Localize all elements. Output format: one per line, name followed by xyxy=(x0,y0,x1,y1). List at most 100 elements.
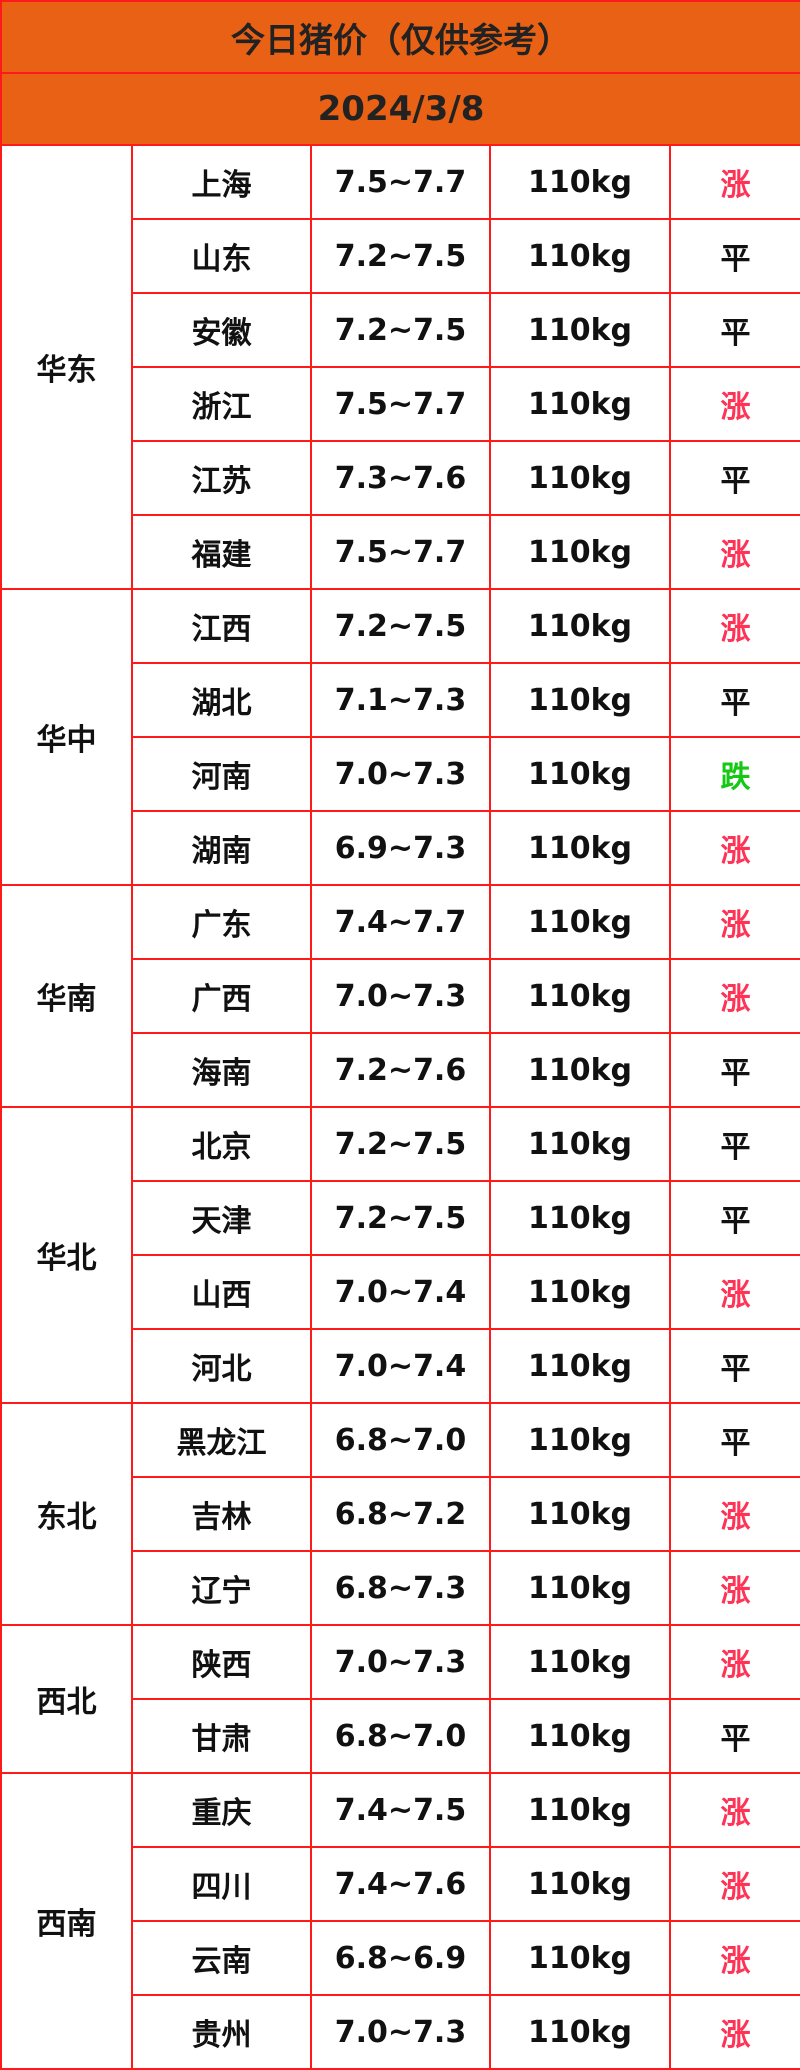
weight-cell: 110kg xyxy=(489,1328,671,1404)
trend-cell: 涨 xyxy=(668,588,800,664)
table-row: 福建 7.5~7.7 110kg 涨 xyxy=(1,514,800,590)
weight-cell: 110kg xyxy=(489,810,671,886)
region-cell: 华东 xyxy=(0,144,133,590)
price-cell: 7.0~7.3 xyxy=(310,1624,491,1700)
price-cell: 7.0~7.4 xyxy=(310,1328,491,1404)
province-cell: 甘肃 xyxy=(131,1698,312,1774)
province-cell: 上海 xyxy=(131,144,312,220)
weight-cell: 110kg xyxy=(489,1550,671,1626)
weight-cell: 110kg xyxy=(489,1032,671,1108)
table-row: 华中 江西 7.2~7.5 110kg 涨 xyxy=(0,588,800,886)
price-cell: 7.0~7.3 xyxy=(310,1994,491,2070)
trend-cell: 平 xyxy=(668,1032,800,1108)
table-row: 江苏 7.3~7.6 110kg 平 xyxy=(1,440,800,516)
table-row: 华北 北京 7.2~7.5 110kg 平 xyxy=(0,1106,800,1404)
price-cell: 7.0~7.3 xyxy=(310,736,491,812)
weight-cell: 110kg xyxy=(489,588,671,664)
region-cell: 华中 xyxy=(0,588,133,886)
price-cell: 7.2~7.5 xyxy=(310,292,491,368)
price-cell: 7.5~7.7 xyxy=(310,514,491,590)
trend-cell: 平 xyxy=(668,1180,800,1256)
province-cell: 福建 xyxy=(131,514,312,590)
region-cell: 华北 xyxy=(0,1106,133,1404)
price-cell: 7.4~7.7 xyxy=(310,884,491,960)
trend-cell: 涨 xyxy=(668,1994,800,2070)
weight-cell: 110kg xyxy=(489,1698,671,1774)
weight-cell: 110kg xyxy=(489,1994,671,2070)
weight-cell: 110kg xyxy=(489,218,671,294)
table-row: 甘肃 6.8~7.0 110kg 平 xyxy=(1,1698,800,1774)
province-cell: 天津 xyxy=(131,1180,312,1256)
trend-cell: 涨 xyxy=(668,1772,800,1848)
province-cell: 海南 xyxy=(131,1032,312,1108)
weight-cell: 110kg xyxy=(489,1476,671,1552)
table-date: 2024/3/8 xyxy=(0,72,800,146)
weight-cell: 110kg xyxy=(489,1846,671,1922)
table-row: 西南 重庆 7.4~7.5 110kg 涨 xyxy=(0,1772,800,2070)
price-cell: 6.9~7.3 xyxy=(310,810,491,886)
table-title: 今日猪价（仅供参考） xyxy=(0,0,800,74)
price-cell: 7.1~7.3 xyxy=(310,662,491,738)
table-row: 东北 黑龙江 6.8~7.0 110kg 平 xyxy=(0,1402,800,1626)
region-cell: 东北 xyxy=(0,1402,133,1626)
weight-cell: 110kg xyxy=(489,1772,671,1848)
trend-cell: 涨 xyxy=(668,1846,800,1922)
table-row: 四川 7.4~7.6 110kg 涨 xyxy=(1,1846,800,1922)
weight-cell: 110kg xyxy=(489,736,671,812)
province-cell: 山东 xyxy=(131,218,312,294)
province-cell: 浙江 xyxy=(131,366,312,442)
province-cell: 北京 xyxy=(131,1106,312,1182)
table-row: 湖南 6.9~7.3 110kg 涨 xyxy=(1,810,800,886)
trend-cell: 跌 xyxy=(668,736,800,812)
province-cell: 江苏 xyxy=(131,440,312,516)
trend-cell: 平 xyxy=(668,292,800,368)
table-row: 辽宁 6.8~7.3 110kg 涨 xyxy=(1,1550,800,1626)
trend-cell: 平 xyxy=(668,1698,800,1774)
table-row: 河南 7.0~7.3 110kg 跌 xyxy=(1,736,800,812)
table-row: 华东 上海 7.5~7.7 110kg 涨 xyxy=(0,144,800,590)
trend-cell: 涨 xyxy=(668,884,800,960)
price-cell: 7.4~7.5 xyxy=(310,1772,491,1848)
trend-cell: 平 xyxy=(668,218,800,294)
region-cell: 西南 xyxy=(0,1772,133,2070)
weight-cell: 110kg xyxy=(489,884,671,960)
province-cell: 河北 xyxy=(131,1328,312,1404)
weight-cell: 110kg xyxy=(489,1254,671,1330)
weight-cell: 110kg xyxy=(489,144,671,220)
table-row: 安徽 7.2~7.5 110kg 平 xyxy=(1,292,800,368)
price-cell: 6.8~7.3 xyxy=(310,1550,491,1626)
trend-cell: 平 xyxy=(668,662,800,738)
weight-cell: 110kg xyxy=(489,1920,671,1996)
price-cell: 6.8~6.9 xyxy=(310,1920,491,1996)
price-cell: 7.0~7.4 xyxy=(310,1254,491,1330)
province-cell: 黑龙江 xyxy=(131,1402,312,1478)
table-row: 广西 7.0~7.3 110kg 涨 xyxy=(1,958,800,1034)
province-cell: 吉林 xyxy=(131,1476,312,1552)
trend-cell: 涨 xyxy=(668,810,800,886)
price-cell: 7.2~7.5 xyxy=(310,218,491,294)
weight-cell: 110kg xyxy=(489,514,671,590)
table-row: 天津 7.2~7.5 110kg 平 xyxy=(1,1180,800,1256)
province-cell: 江西 xyxy=(131,588,312,664)
price-cell: 7.4~7.6 xyxy=(310,1846,491,1922)
table-row: 吉林 6.8~7.2 110kg 涨 xyxy=(1,1476,800,1552)
province-cell: 广东 xyxy=(131,884,312,960)
weight-cell: 110kg xyxy=(489,1624,671,1700)
weight-cell: 110kg xyxy=(489,1106,671,1182)
table-row: 海南 7.2~7.6 110kg 平 xyxy=(1,1032,800,1108)
table-row: 湖北 7.1~7.3 110kg 平 xyxy=(1,662,800,738)
price-cell: 6.8~7.2 xyxy=(310,1476,491,1552)
trend-cell: 涨 xyxy=(668,514,800,590)
table-row: 华南 广东 7.4~7.7 110kg 涨 xyxy=(0,884,800,1108)
price-cell: 7.2~7.5 xyxy=(310,1106,491,1182)
weight-cell: 110kg xyxy=(489,662,671,738)
weight-cell: 110kg xyxy=(489,958,671,1034)
province-cell: 四川 xyxy=(131,1846,312,1922)
province-cell: 云南 xyxy=(131,1920,312,1996)
price-cell: 7.5~7.7 xyxy=(310,144,491,220)
province-cell: 重庆 xyxy=(131,1772,312,1848)
region-cell: 西北 xyxy=(0,1624,133,1774)
trend-cell: 涨 xyxy=(668,144,800,220)
province-cell: 湖北 xyxy=(131,662,312,738)
